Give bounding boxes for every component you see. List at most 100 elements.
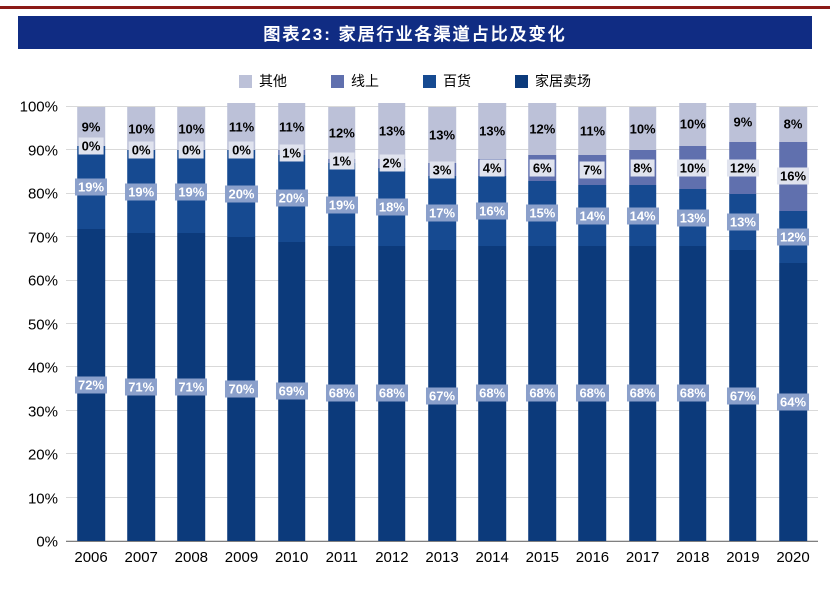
- chart-legend: 其他 线上 百货 家居卖场: [0, 71, 830, 91]
- bar-label-其他: 9%: [81, 119, 101, 135]
- legend-item: 线上: [331, 71, 379, 91]
- stacked-bar-chart: 0% 10% 20% 30% 40% 50% 60% 70% 80% 90% 100% 72% 19%…: [18, 99, 818, 566]
- x-axis-label: 2018: [676, 549, 710, 566]
- bar-label-百货: 16%: [476, 202, 509, 220]
- bar-column-2015: 68% 15% 6% 12%: [517, 102, 567, 541]
- bar-label-家居卖场: 69%: [275, 382, 308, 400]
- plot-area: 72% 19% 0% 9% 71% 19% 0% 10% 71% 19% 0% 10% 70% 20% 0%…: [66, 102, 818, 542]
- legend-swatch: [239, 74, 252, 88]
- x-axis-label: 2012: [375, 549, 409, 566]
- y-axis-tick-label: 10%: [27, 490, 58, 507]
- bar-columns: 72% 19% 0% 9% 71% 19% 0% 10% 71% 19% 0% 10% 70% 20% 0%…: [66, 102, 818, 541]
- bar-label-线上: 16%: [777, 167, 810, 185]
- bar-column-2007: 71% 19% 0% 10%: [116, 107, 166, 541]
- bar-label-其他: 13%: [479, 123, 506, 139]
- x-axis-label: 2009: [224, 549, 259, 566]
- legend-item: 家居卖场: [515, 71, 591, 91]
- bar-label-线上: 2%: [379, 154, 405, 172]
- y-axis-tick-label: 20%: [27, 446, 58, 464]
- x-axis-label: 2006: [74, 549, 108, 566]
- bar-segment-其他: [478, 102, 506, 160]
- bar-label-家居卖场: 72%: [75, 376, 108, 394]
- bar-label-家居卖场: 71%: [175, 378, 208, 396]
- plot-column: 72% 19% 0% 9% 71% 19% 0% 10% 71% 19% 0% 10% 70% 20% 0%…: [66, 102, 818, 566]
- bar-label-线上: 4%: [479, 159, 505, 177]
- bar-label-其他: 11%: [579, 123, 606, 139]
- y-axis-tick-label: 30%: [27, 403, 58, 420]
- bar-column-2011: 68% 19% 1% 12%: [317, 107, 367, 541]
- bar-label-家居卖场: 68%: [526, 384, 559, 402]
- bar-segment-其他: [528, 102, 557, 155]
- y-axis-tick-label: 80%: [27, 185, 58, 203]
- bar-label-线上: 0%: [78, 137, 104, 155]
- x-axis-label: 2020: [776, 549, 810, 566]
- y-axis-tick-label: 50%: [27, 316, 58, 333]
- y-axis-tick-label: 60%: [27, 272, 58, 290]
- bar-label-家居卖场: 67%: [726, 387, 759, 405]
- x-axis-label: 2019: [726, 549, 760, 566]
- bar-segment-其他: [779, 107, 807, 142]
- bar-label-家居卖场: 68%: [375, 384, 408, 402]
- bar-label-家居卖场: 68%: [576, 384, 609, 402]
- bar-label-家居卖场: 68%: [676, 384, 709, 402]
- bar-segment-其他: [578, 107, 607, 155]
- bar-segment-其他: [628, 107, 657, 151]
- bar-segment-其他: [428, 107, 456, 164]
- bar-label-百货: 13%: [726, 213, 759, 231]
- gridline: [66, 106, 818, 107]
- bar-column-2014: 68% 16% 4% 13%: [467, 102, 517, 541]
- bar-label-家居卖场: 64%: [777, 393, 810, 411]
- x-axis-label: 2016: [575, 549, 610, 566]
- legend-item: 其他: [239, 71, 287, 91]
- bar-segment-其他: [327, 107, 356, 160]
- bar-label-线上: 12%: [726, 159, 759, 177]
- bar-label-家居卖场: 70%: [225, 380, 258, 398]
- bar-label-其他: 13%: [378, 123, 405, 139]
- bar-column-2019: 67% 13% 12% 9%: [718, 102, 768, 541]
- chart-title: 图表23: 家居行业各渠道占比及变化: [18, 16, 812, 49]
- bar-label-线上: 1%: [329, 152, 355, 170]
- bar-label-百货: 19%: [75, 178, 108, 196]
- bar-label-线上: 0%: [229, 141, 254, 159]
- top-rule: [0, 6, 830, 9]
- bar-label-百货: 13%: [676, 209, 709, 227]
- bar-column-2009: 70% 20% 0% 11%: [216, 102, 266, 541]
- bar-label-线上: 1%: [279, 144, 305, 162]
- bar-label-百货: 15%: [526, 204, 559, 222]
- legend-item: 百货: [423, 71, 471, 91]
- bar-label-线上: 6%: [529, 159, 555, 177]
- bar-label-百货: 14%: [576, 207, 609, 224]
- legend-label: 线上: [351, 73, 379, 89]
- y-axis: 0% 10% 20% 30% 40% 50% 60% 70% 80% 90% 100%: [18, 99, 66, 551]
- x-axis-label: 2011: [325, 549, 358, 566]
- bar-column-2016: 68% 14% 7% 11%: [567, 107, 617, 541]
- x-axis-label: 2008: [174, 549, 209, 566]
- x-axis-label: 2010: [274, 549, 309, 566]
- bar-label-百货: 17%: [426, 204, 459, 222]
- bar-label-其他: 10%: [178, 121, 205, 137]
- bar-label-线上: 0%: [128, 141, 154, 159]
- bar-segment-其他: [729, 102, 757, 142]
- bar-label-百货: 12%: [777, 228, 810, 246]
- bar-label-其他: 10%: [679, 116, 706, 132]
- bar-label-其他: 11%: [278, 119, 305, 135]
- bar-label-百货: 18%: [375, 198, 408, 216]
- bar-label-其他: 12%: [529, 121, 556, 137]
- bar-label-其他: 10%: [128, 121, 155, 137]
- x-axis-label: 2014: [475, 549, 509, 566]
- bar-column-2018: 68% 13% 10% 10%: [668, 102, 718, 541]
- bar-label-其他: 13%: [429, 127, 456, 143]
- y-axis-tick-label: 100%: [19, 98, 58, 116]
- bar-label-线上: 8%: [630, 159, 656, 177]
- bar-column-2010: 69% 20% 1% 11%: [267, 102, 317, 541]
- bar-label-线上: 0%: [178, 141, 204, 159]
- legend-label: 百货: [443, 73, 471, 89]
- x-axis-label: 2017: [625, 549, 660, 566]
- bar-label-家居卖场: 68%: [476, 384, 509, 402]
- bar-column-2008: 71% 19% 0% 10%: [166, 107, 216, 541]
- bar-label-百货: 19%: [125, 183, 158, 201]
- legend-swatch: [331, 74, 344, 88]
- y-axis-tick-label: 70%: [27, 229, 58, 246]
- bar-label-其他: 10%: [629, 121, 656, 137]
- bar-label-家居卖场: 67%: [426, 387, 459, 405]
